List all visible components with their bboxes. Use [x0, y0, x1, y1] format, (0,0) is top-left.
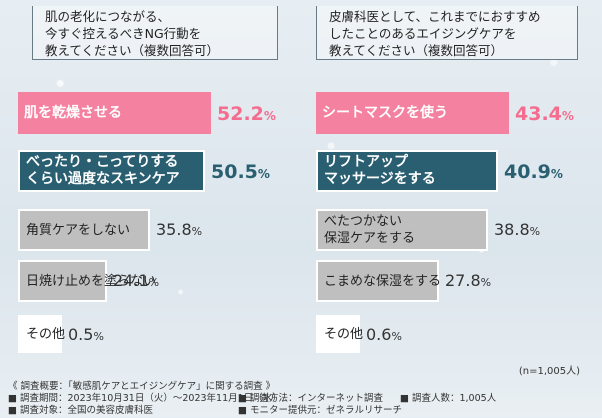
bar-label-line: その他 [324, 326, 364, 342]
bar-value-2: 40.9% [504, 161, 563, 183]
footer-target: ■ 調査対象：全国の美容皮膚科医 [8, 405, 153, 416]
right-question-box: 皮膚科医として、これまでにおすすめ したことのあるエイジングケアを 教えてくださ… [316, 6, 578, 60]
value-number: 35.8 [156, 220, 192, 239]
bar-label-line: 肌を乾燥させる [24, 104, 122, 121]
value-number: 38.8 [494, 220, 530, 239]
bar-label-line: こまめな保湿をする [324, 273, 442, 289]
bar-label-line: その他 [26, 326, 66, 342]
bar-label-line: べたつかない [324, 214, 403, 229]
value-unit: % [191, 225, 203, 238]
bar-label-line: 日焼け止めを塗らない [26, 273, 157, 289]
value-unit: % [529, 225, 541, 238]
bar-value-5: 0.5% [68, 325, 104, 344]
bar-value-4: 24.1% [113, 271, 159, 290]
right-title-line-2: したことのあるエイジングケアを [329, 26, 517, 41]
bar-1: 肌を乾燥させる [18, 92, 211, 134]
bar-4: 日焼け止めを塗らない [18, 260, 156, 302]
bar-value-2: 50.5% [211, 161, 270, 183]
left-chart: 肌の老化につながる、 今すぐ控えるべきNG行動を 教えてください（複数回答可） … [14, 0, 294, 360]
value-number: 27.8 [445, 271, 481, 290]
bar-label-line: 保湿ケアをする [324, 231, 416, 246]
left-title-line-2: 今すぐ控えるべきNG行動を [45, 26, 202, 41]
value-number: 40.9 [504, 161, 551, 183]
bar-label-line: シートマスクを使う [322, 104, 448, 121]
bar-label-1: 肌を乾燥させる [24, 105, 122, 122]
bar-label-2: べったり・こってりする くらい過度なスキンケア [26, 154, 180, 188]
bar-value-3: 38.8% [494, 220, 540, 239]
value-number: 50.5 [211, 161, 258, 183]
right-title-line-3: 教えてください（複数回答可） [329, 43, 504, 58]
bar-label-2: リフトアップ マッサージをする [324, 154, 436, 188]
left-title-line-1: 肌の老化につながる、 [45, 9, 171, 24]
value-number: 52.2 [217, 103, 264, 125]
value-unit: % [480, 276, 492, 289]
value-unit: % [550, 167, 563, 181]
value-unit: % [263, 109, 276, 123]
right-chart: 皮膚科医として、これまでにおすすめ したことのあるエイジングケアを 教えてくださ… [312, 0, 592, 360]
bar-value-5: 0.6% [366, 325, 402, 344]
sample-size: (n=1,005人) [518, 366, 580, 377]
footer-monitor: ■ モニター提供元：ゼネラルリサーチ [238, 405, 402, 416]
left-title-line-3: 教えてください（複数回答可） [45, 43, 220, 58]
bar-label-5: その他 [324, 326, 363, 343]
value-unit: % [93, 330, 104, 343]
value-unit: % [148, 276, 160, 289]
bar-2: リフトアップ マッサージをする [316, 150, 498, 192]
value-number: 0.6 [366, 325, 392, 344]
bar-3: 角質ケアをしない [18, 209, 150, 251]
left-question-box: 肌の老化につながる、 今すぐ控えるべきNG行動を 教えてください（複数回答可） [32, 6, 278, 60]
bar-label-line: 角質ケアをしない [26, 222, 131, 238]
bar-1: シートマスクを使う [316, 92, 509, 134]
bar-label-line: マッサージをする [324, 171, 436, 187]
bar-label-1: シートマスクを使う [322, 105, 448, 122]
value-unit: % [561, 109, 574, 123]
bar-value-3: 35.8% [156, 220, 202, 239]
value-unit: % [391, 330, 402, 343]
bar-label-3: 角質ケアをしない [26, 222, 130, 239]
bar-label-line: くらい過度なスキンケア [26, 171, 180, 187]
footer-method: ■ 調査方法：インターネット調査 [238, 393, 383, 404]
bar-label-line: べったり・こってりする [26, 154, 179, 170]
bar-label-5: その他 [26, 326, 65, 343]
right-title-line-1: 皮膚科医として、これまでにおすすめ [329, 9, 541, 24]
value-number: 24.1 [113, 271, 149, 290]
bar-3: べたつかない 保湿ケアをする [316, 209, 488, 251]
bar-value-4: 27.8% [445, 271, 491, 290]
footer-count: ■ 調査人数：1,005人 [400, 393, 497, 404]
bar-5: その他 [316, 315, 363, 353]
bar-label-4: こまめな保湿をする [324, 273, 441, 290]
bar-label-4: 日焼け止めを塗らない [26, 273, 156, 290]
bar-label-line: リフトアップ [324, 154, 408, 170]
bar-value-1: 52.2% [217, 103, 276, 125]
bar-4: こまめな保湿をする [316, 260, 441, 302]
bar-value-1: 43.4% [515, 103, 574, 125]
value-number: 43.4 [515, 103, 562, 125]
value-number: 0.5 [68, 325, 94, 344]
bar-5: その他 [18, 315, 65, 353]
value-unit: % [257, 167, 270, 181]
bar-label-3: べたつかない 保湿ケアをする [324, 213, 415, 247]
footer-period: ■ 調査期間：2023年10月31日（火）～2023年11月1日（水） [8, 393, 282, 404]
footer-overview: 《 調査概要：「敏感肌ケアとエイジングケア」に関する調査 》 [8, 381, 276, 392]
bar-2: べったり・こってりする くらい過度なスキンケア [18, 150, 205, 192]
